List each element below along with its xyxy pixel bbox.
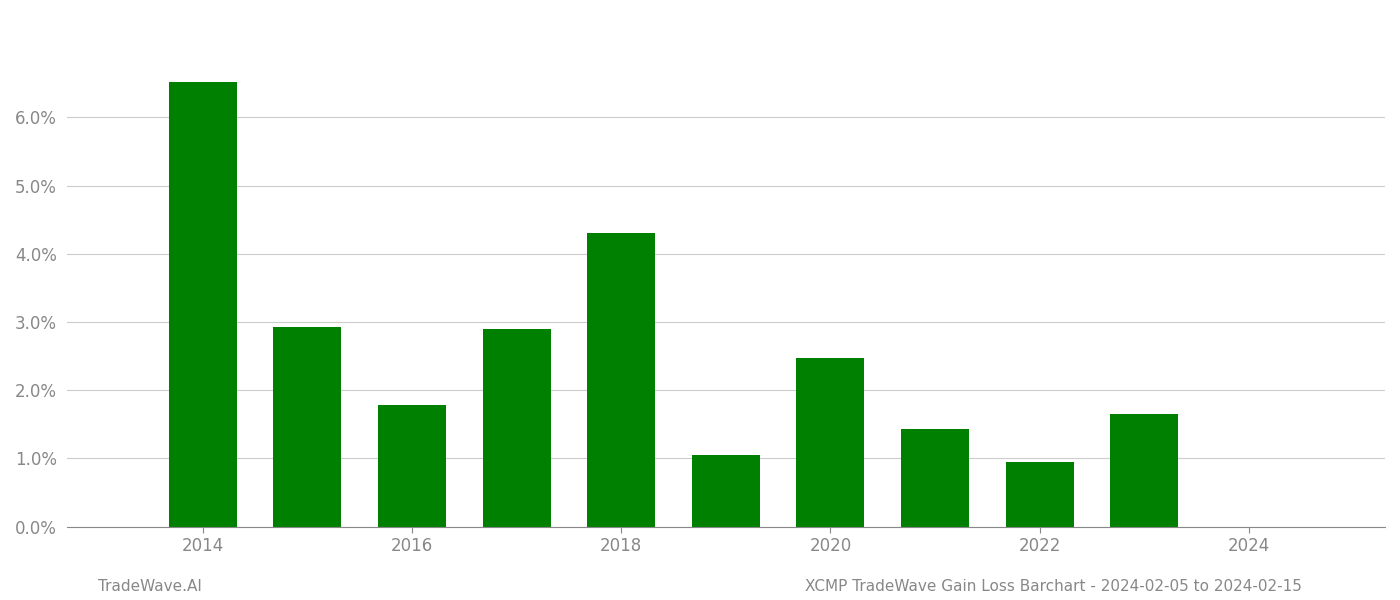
Text: TradeWave.AI: TradeWave.AI <box>98 579 202 594</box>
Bar <box>378 405 447 527</box>
Bar <box>692 455 760 527</box>
Bar <box>797 358 864 527</box>
Bar <box>1110 414 1179 527</box>
Bar <box>483 329 550 527</box>
Text: XCMP TradeWave Gain Loss Barchart - 2024-02-05 to 2024-02-15: XCMP TradeWave Gain Loss Barchart - 2024… <box>805 579 1302 594</box>
Bar <box>587 233 655 527</box>
Bar <box>273 327 342 527</box>
Bar <box>1005 462 1074 527</box>
Bar <box>169 82 237 527</box>
Bar <box>902 429 969 527</box>
